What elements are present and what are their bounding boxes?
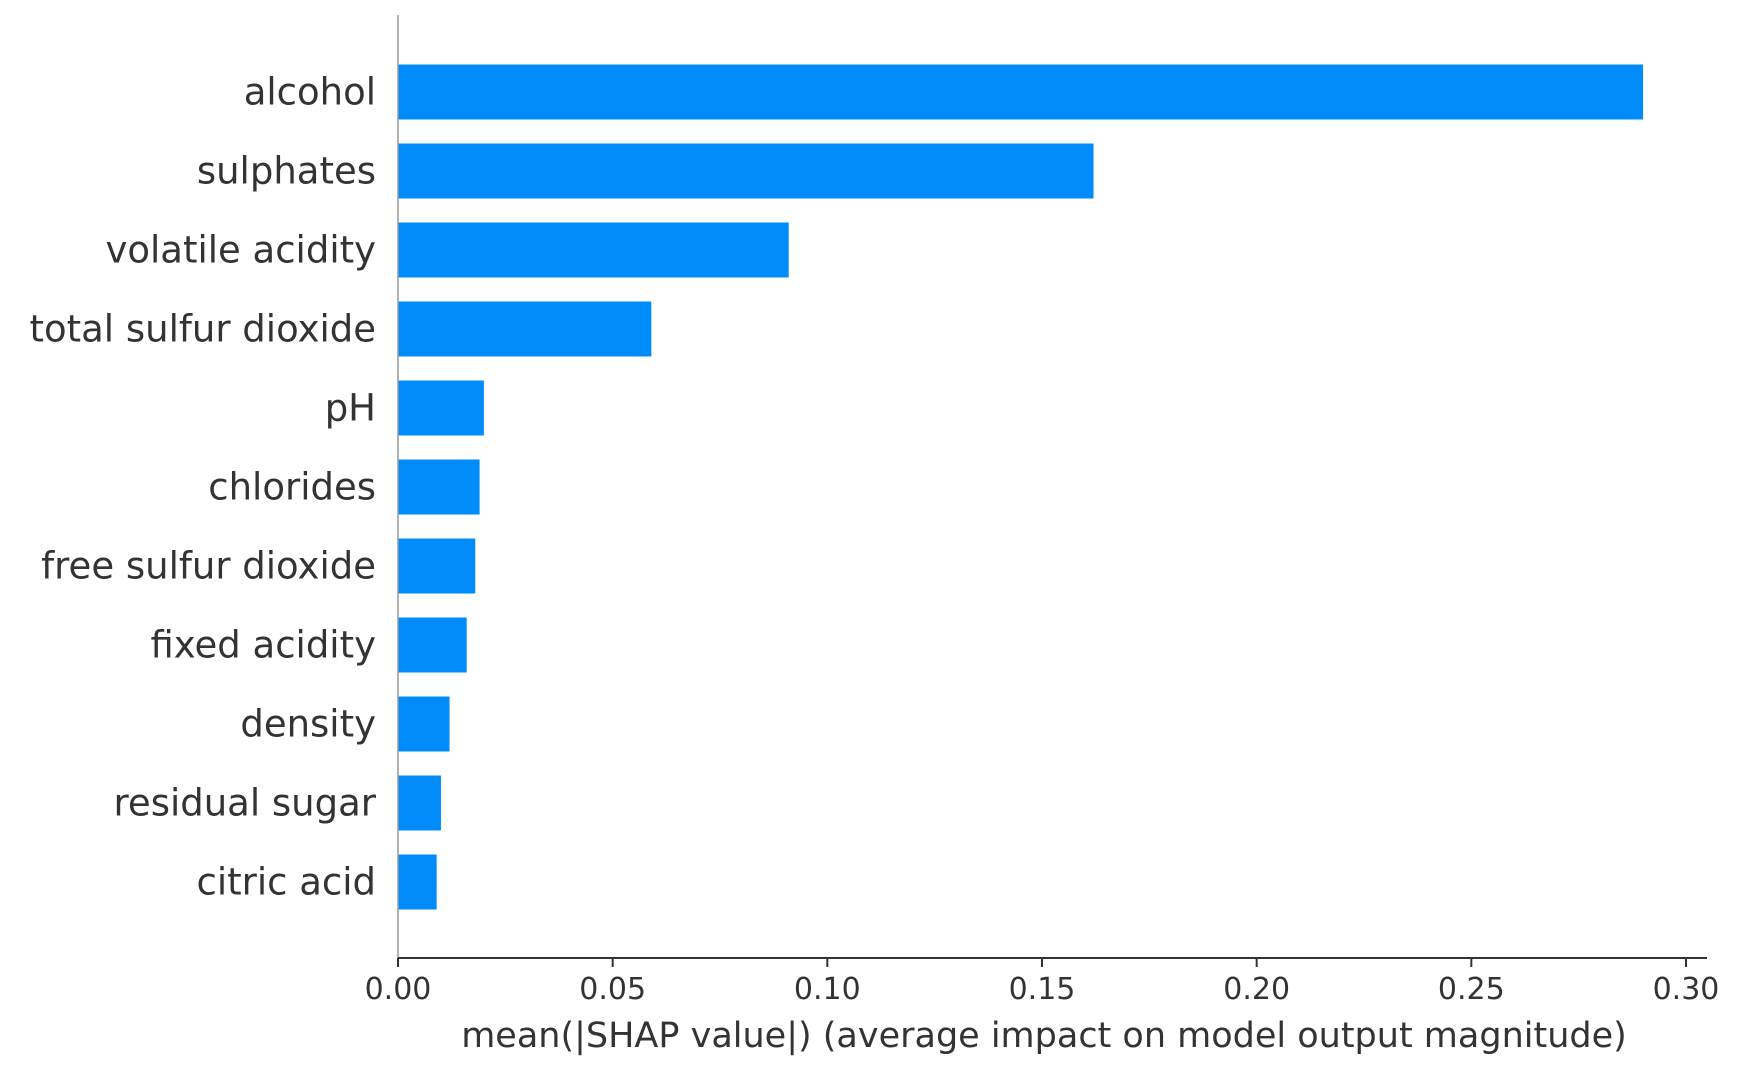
bar-volatile-acidity — [398, 222, 789, 278]
category-label: fixed acidity — [150, 624, 376, 667]
category-label: alcohol — [244, 71, 376, 114]
bar-alcohol — [398, 64, 1644, 120]
bar-ph — [398, 380, 484, 436]
bar-fixed-acidity — [398, 617, 467, 673]
bar-density — [398, 696, 450, 752]
bars-layer — [398, 64, 1644, 910]
x-tick-label: 0.20 — [1223, 972, 1290, 1007]
x-axis-ticks: 0.00 0.05 0.10 0.15 0.20 0.25 0.30 — [365, 958, 1720, 1007]
category-labels: alcohol sulphates volatile acidity total su… — [29, 71, 376, 904]
x-tick-label: 0.00 — [365, 972, 432, 1007]
category-label: total sulfur dioxide — [29, 308, 376, 351]
category-label: pH — [325, 387, 376, 430]
bar-residual-sugar — [398, 775, 441, 831]
category-label: sulphates — [197, 150, 376, 193]
bar-chlorides — [398, 459, 480, 515]
bar-sulphates — [398, 143, 1094, 199]
x-tick-label: 0.25 — [1438, 972, 1505, 1007]
category-label: density — [240, 703, 376, 746]
category-label: volatile acidity — [105, 229, 376, 272]
x-tick-label: 0.10 — [794, 972, 861, 1007]
bar-free-sulfur-dioxide — [398, 538, 476, 594]
bar-citric-acid — [398, 854, 437, 910]
category-label: chlorides — [208, 466, 376, 509]
category-label: citric acid — [196, 861, 376, 904]
x-axis-label: mean(|SHAP value|) (average impact on mo… — [461, 1016, 1627, 1056]
x-tick-label: 0.15 — [1009, 972, 1076, 1007]
x-tick-label: 0.05 — [579, 972, 646, 1007]
category-label: free sulfur dioxide — [41, 545, 376, 588]
x-tick-label: 0.30 — [1653, 972, 1720, 1007]
category-label: residual sugar — [114, 782, 377, 825]
bar-total-sulfur-dioxide — [398, 301, 652, 357]
